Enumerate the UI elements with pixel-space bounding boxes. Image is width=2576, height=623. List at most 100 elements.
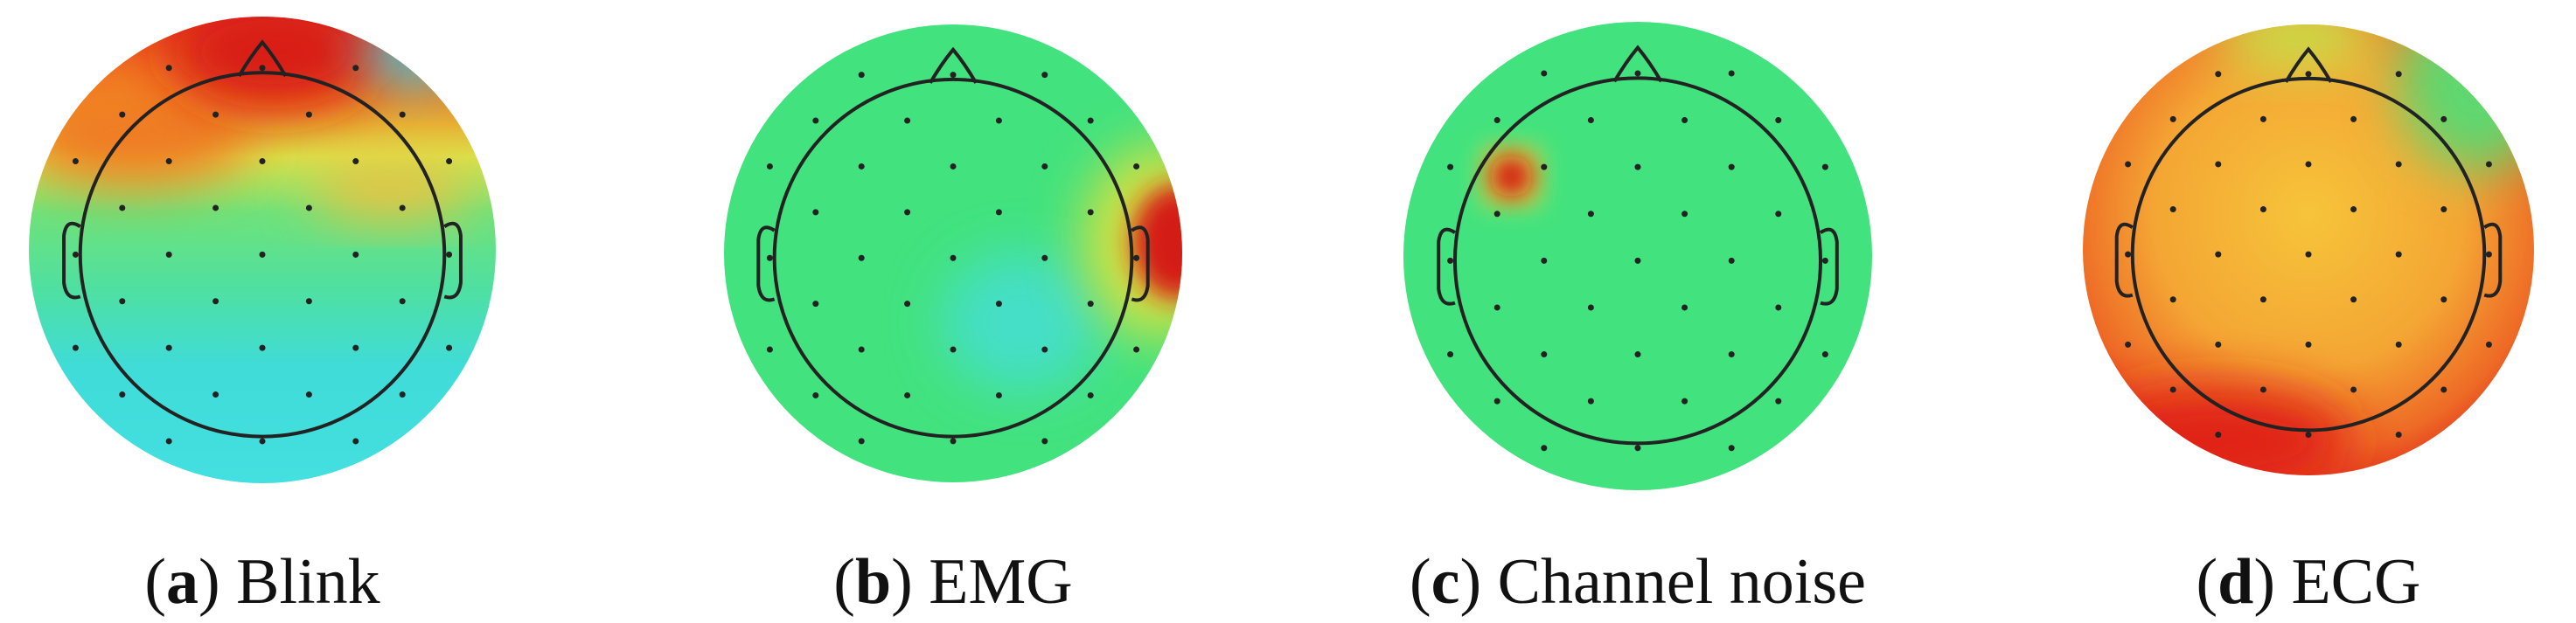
electrode <box>2440 386 2447 393</box>
electrode <box>1087 209 1094 216</box>
electrode <box>1775 117 1782 124</box>
electrode <box>399 204 406 211</box>
caption-text: ) Blink <box>198 546 380 618</box>
electrode <box>995 209 1002 216</box>
electrode <box>1041 438 1048 445</box>
electrode <box>812 391 819 398</box>
electrode <box>352 438 359 445</box>
heat-blob <box>1131 184 1182 300</box>
electrode <box>399 391 406 398</box>
electrode <box>1681 304 1688 311</box>
electrode <box>1681 117 1688 124</box>
electrode <box>2215 341 2222 348</box>
electrode <box>904 117 911 124</box>
electrode <box>259 438 266 445</box>
electrode <box>995 391 1002 398</box>
electrode <box>2395 341 2402 348</box>
electrode <box>352 251 359 258</box>
electrode <box>2215 432 2222 439</box>
electrode <box>2259 296 2266 303</box>
electrode <box>766 163 773 170</box>
electrode <box>119 204 126 211</box>
electrode <box>2215 71 2222 78</box>
electrode <box>446 251 453 258</box>
electrode <box>212 111 219 118</box>
electrode <box>2259 206 2266 213</box>
electrode <box>2305 251 2312 258</box>
ear <box>1819 227 1839 306</box>
electrode <box>1587 211 1594 218</box>
electrode <box>1447 257 1454 264</box>
electrode <box>950 346 957 353</box>
electrode <box>72 251 79 258</box>
electrode <box>812 301 819 308</box>
electrode <box>1728 351 1735 358</box>
electrode <box>1728 445 1735 452</box>
heat-blob <box>309 163 473 220</box>
caption-letter: c <box>1431 546 1460 618</box>
electrode <box>950 254 957 261</box>
ear <box>2483 222 2503 298</box>
electrode <box>1681 398 1688 405</box>
electrode <box>2485 251 2492 258</box>
electrode <box>2395 161 2402 168</box>
head-outline <box>772 77 1134 439</box>
nose <box>237 39 288 78</box>
electrode <box>2350 386 2357 393</box>
caption-letter: d <box>2217 546 2253 618</box>
electrode <box>259 251 266 258</box>
electrode <box>72 158 79 165</box>
electrode <box>1821 163 1828 170</box>
electrode <box>904 391 911 398</box>
caption-open: ( <box>2197 546 2218 618</box>
ear <box>2114 222 2134 298</box>
electrode <box>1821 257 1828 264</box>
ear <box>756 225 776 302</box>
electrode <box>1133 254 1140 261</box>
caption: (d) ECG <box>2197 546 2421 618</box>
electrode <box>119 111 126 118</box>
electrode <box>1541 257 1548 264</box>
electrode <box>165 344 172 351</box>
electrode <box>212 391 219 398</box>
electrode <box>259 344 266 351</box>
ear <box>443 221 463 300</box>
electrode <box>119 391 126 398</box>
electrode <box>1728 257 1735 264</box>
ear <box>62 221 81 300</box>
electrode <box>259 158 266 165</box>
electrode <box>2169 206 2176 213</box>
electrode <box>2305 71 2312 78</box>
electrode <box>2125 251 2132 258</box>
electrode <box>1728 70 1735 77</box>
topomap <box>29 17 496 483</box>
electrode <box>1493 117 1500 124</box>
electrode <box>858 163 865 170</box>
caption: (b) EMG <box>833 546 1072 618</box>
electrode <box>812 117 819 124</box>
head-outline <box>1452 76 1823 446</box>
electrode <box>904 301 911 308</box>
electrode <box>399 111 406 118</box>
electrode <box>1587 398 1594 405</box>
caption-open: ( <box>833 546 855 618</box>
ear <box>1437 227 1457 306</box>
electrode <box>1087 117 1094 124</box>
electrode <box>1541 351 1548 358</box>
electrode <box>2440 296 2447 303</box>
electrode <box>2440 206 2447 213</box>
electrode <box>1087 301 1094 308</box>
electrode <box>995 117 1002 124</box>
head-outline <box>78 71 447 439</box>
topomap <box>2083 24 2534 475</box>
electrode <box>1133 163 1140 170</box>
electrode <box>165 158 172 165</box>
electrode <box>1634 257 1641 264</box>
electrode <box>2485 341 2492 348</box>
electrode <box>2485 161 2492 168</box>
electrode <box>2215 161 2222 168</box>
electrode <box>2305 341 2312 348</box>
electrode <box>766 346 773 353</box>
caption-text: ) ECG <box>2253 546 2420 618</box>
electrode <box>1634 163 1641 170</box>
